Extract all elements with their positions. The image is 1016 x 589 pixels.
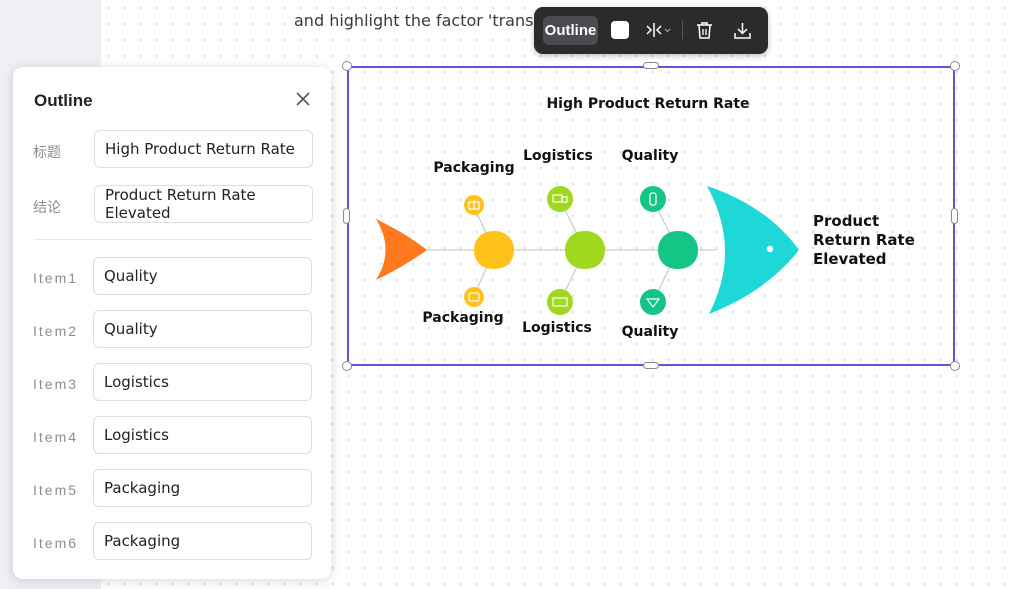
color-swatch-icon[interactable] bbox=[611, 21, 629, 39]
resize-handle-left[interactable] bbox=[343, 208, 350, 224]
item2-label: Item2 bbox=[33, 323, 79, 339]
truck-icon bbox=[547, 186, 573, 212]
resize-handle-right[interactable] bbox=[951, 208, 958, 224]
outline-panel: Outline 标题 High Product Return Rate 结论 P… bbox=[13, 67, 331, 579]
panel-divider bbox=[34, 239, 312, 240]
item6-field[interactable]: Packaging bbox=[93, 522, 312, 560]
label-top-logistics: Logistics bbox=[523, 148, 593, 164]
fish-eye bbox=[766, 245, 774, 253]
item3-field[interactable]: Logistics bbox=[93, 363, 312, 401]
conclusion-field[interactable]: Product Return Rate Elevated bbox=[94, 185, 313, 223]
label-top-quality: Quality bbox=[622, 148, 679, 164]
download-icon[interactable] bbox=[733, 21, 752, 40]
resize-handle-bottom[interactable] bbox=[643, 362, 659, 369]
resize-handle-top-right[interactable] bbox=[950, 61, 960, 71]
floating-toolbar: Outline bbox=[534, 7, 768, 54]
item1-field[interactable]: Quality bbox=[93, 257, 312, 295]
conclusion-line-3: Elevated bbox=[813, 250, 887, 268]
conclusion-field-label: 结论 bbox=[33, 199, 61, 215]
panel-title: Outline bbox=[34, 91, 93, 110]
item3-label: Item3 bbox=[33, 376, 79, 392]
fish-head bbox=[707, 186, 799, 314]
resize-handle-bottom-left[interactable] bbox=[342, 361, 352, 371]
item4-label: Item4 bbox=[33, 429, 79, 445]
label-bottom-packaging: Packaging bbox=[422, 310, 503, 326]
flip-icon[interactable] bbox=[644, 20, 672, 40]
title-field[interactable]: High Product Return Rate bbox=[94, 130, 313, 168]
diamond-icon bbox=[640, 289, 666, 315]
resize-handle-bottom-right[interactable] bbox=[950, 361, 960, 371]
label-bottom-logistics: Logistics bbox=[522, 320, 592, 336]
item6-label: Item6 bbox=[33, 535, 79, 551]
item2-field[interactable]: Quality bbox=[93, 310, 312, 348]
title-field-label: 标题 bbox=[33, 144, 61, 160]
diagram-title: High Product Return Rate bbox=[546, 96, 749, 112]
resize-handle-top[interactable] bbox=[643, 62, 659, 69]
box-icon bbox=[464, 287, 484, 307]
bottle-icon bbox=[640, 186, 666, 212]
trash-icon[interactable] bbox=[695, 21, 714, 40]
label-top-packaging: Packaging bbox=[433, 160, 514, 176]
label-bottom-quality: Quality bbox=[622, 324, 679, 340]
outline-button[interactable]: Outline bbox=[543, 16, 598, 45]
resize-handle-top-left[interactable] bbox=[342, 61, 352, 71]
packaging-node bbox=[474, 231, 514, 269]
logistics-node bbox=[565, 231, 605, 269]
item5-field[interactable]: Packaging bbox=[93, 469, 312, 507]
conclusion-line-2: Return Rate bbox=[813, 231, 915, 249]
fishbone-diagram: High Product Return Rate Packaging Logis… bbox=[376, 96, 915, 340]
conclusion-line-1: Product bbox=[813, 212, 879, 230]
warehouse-icon bbox=[547, 289, 573, 315]
toolbar-divider bbox=[682, 21, 683, 39]
item1-label: Item1 bbox=[33, 270, 79, 286]
item4-field[interactable]: Logistics bbox=[93, 416, 312, 454]
item5-label: Item5 bbox=[33, 482, 79, 498]
quality-node bbox=[658, 231, 698, 269]
close-icon[interactable] bbox=[295, 91, 311, 107]
prompt-text: and highlight the factor 'transporta bbox=[294, 11, 577, 30]
fish-tail bbox=[376, 219, 427, 280]
